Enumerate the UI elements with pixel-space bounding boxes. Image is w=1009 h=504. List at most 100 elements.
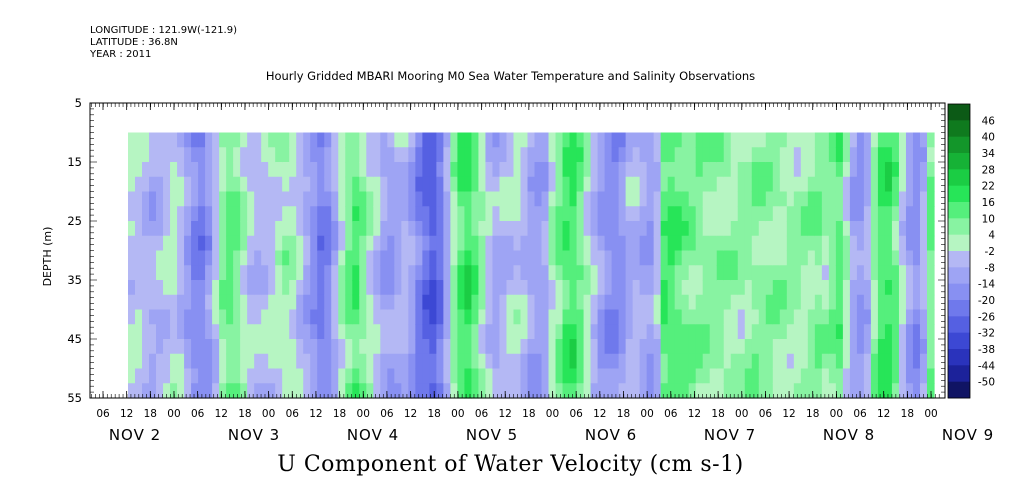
heatmap-cell [807,176,816,193]
heatmap-cell [870,132,879,148]
heatmap-cell [590,191,599,207]
heatmap-cell [310,235,318,252]
heatmap-cell [177,162,185,178]
heatmap-cell [219,250,227,266]
heatmap-cell [870,294,879,311]
heatmap-cell [576,191,585,207]
heatmap-cell [310,324,318,340]
heatmap-cell [226,294,234,311]
heatmap-cell [128,265,136,281]
heatmap-cell [485,294,494,311]
chart-title: Hourly Gridded MBARI Mooring M0 Sea Wate… [265,69,756,83]
heatmap-cell [429,206,437,222]
heatmap-cell [548,339,557,355]
heatmap-cell [268,162,276,178]
heatmap-cell [142,221,150,237]
heatmap-cell [583,235,592,252]
heatmap-cell [555,250,564,266]
heatmap-cell [170,176,178,193]
heatmap-cell [604,176,613,193]
heatmap-cell [863,162,872,178]
x-hour-tick-label: 06 [475,408,489,420]
heatmap-cell [268,353,276,370]
heatmap-cell [737,339,746,355]
heatmap-cell [891,265,900,281]
heatmap-cell [856,265,865,281]
heatmap-cell [597,309,606,325]
heatmap-cell [898,162,907,178]
heatmap-cell [198,294,206,311]
heatmap-cell [275,191,283,207]
heatmap-cell [695,353,704,370]
heatmap-cell [338,162,346,178]
heatmap-cell [905,294,914,311]
heatmap-cell [919,147,928,163]
heatmap-cell [674,221,683,237]
heatmap-cell [506,383,515,399]
heatmap-cell [338,235,346,252]
heatmap-cell [548,383,557,399]
heatmap-cell [520,339,529,355]
heatmap-cell [891,280,900,296]
heatmap-cell [457,353,466,370]
heatmap-cell [233,324,241,340]
heatmap-cell [317,383,325,399]
colorbar-swatch [948,136,970,154]
heatmap-cell [800,309,809,325]
heatmap-cell [380,309,388,325]
heatmap-cell [408,132,416,148]
heatmap-cell [625,368,634,384]
heatmap-cell [401,309,409,325]
heatmap-cell [653,309,662,325]
heatmap-cell [702,353,711,370]
heatmap-cell [828,324,837,340]
heatmap-cell [289,339,297,355]
colorbar-swatch [948,153,970,170]
heatmap-cell [212,250,220,266]
heatmap-cell [765,147,774,163]
heatmap-cell [205,309,213,325]
heatmap-cell [625,265,634,281]
heatmap-cell [324,339,332,355]
heatmap-cell [646,324,655,340]
heatmap-cell [863,265,872,281]
heatmap-cell [541,206,550,222]
heatmap-cell [184,147,192,163]
heatmap-cell [156,191,164,207]
heatmap-cell [289,353,297,370]
heatmap-cell [254,294,262,311]
heatmap-cell [891,294,900,311]
heatmap-cell [821,147,830,163]
heatmap-cell [359,368,367,384]
x-day-label: NOV 4 [347,426,399,444]
heatmap-cell [814,162,823,178]
heatmap-cell [723,353,732,370]
heatmap-cell [814,132,823,148]
heatmap-cell [807,235,816,252]
heatmap-cell [877,339,886,355]
heatmap-cell [527,162,536,178]
heatmap-cell [842,324,851,340]
heatmap-cell [247,206,255,222]
heatmap-cell [401,353,409,370]
heatmap-cell [261,324,269,340]
heatmap-cell [751,162,760,178]
heatmap-cell [786,250,795,266]
heatmap-cell [583,162,592,178]
heatmap-cell [464,206,473,222]
heatmap-cell [590,324,599,340]
heatmap-cell [695,250,704,266]
heatmap-cell [709,221,718,237]
heatmap-cell [128,162,136,178]
heatmap-cell [282,339,290,355]
heatmap-cell [191,368,199,384]
heatmap-cell [863,294,872,311]
heatmap-cell [919,221,928,237]
heatmap-cell [821,176,830,193]
heatmap-cell [597,132,606,148]
heatmap-cell [506,206,515,222]
heatmap-cell [443,191,451,207]
heatmap-cell [128,353,136,370]
heatmap-cell [401,221,409,237]
heatmap-cell [275,324,283,340]
